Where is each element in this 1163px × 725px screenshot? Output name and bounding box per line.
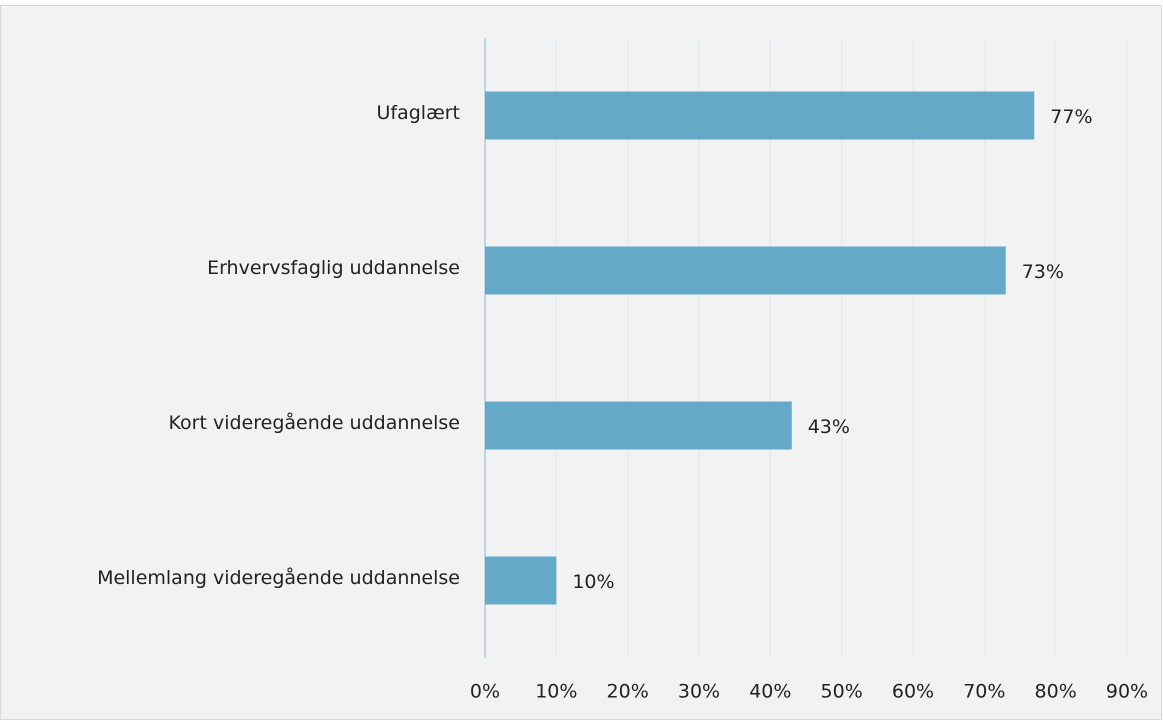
y-tick-label: Kort videregående uddannelse (169, 411, 460, 434)
x-tick-label: 70% (963, 681, 1005, 703)
x-tick-label: 80% (1035, 681, 1077, 703)
bar (485, 91, 1035, 140)
x-tick-label: 60% (892, 681, 934, 703)
data-label: 10% (572, 571, 614, 593)
y-tick-label: Mellemlang videregående uddannelse (97, 566, 460, 589)
data-label: 77% (1050, 106, 1092, 128)
y-tick-label: Ufaglært (377, 102, 461, 124)
x-tick-label: 10% (535, 681, 577, 703)
x-tick-label: 0% (470, 681, 500, 703)
data-label: 73% (1022, 261, 1064, 283)
x-tick-label: 50% (821, 681, 863, 703)
bar (485, 401, 792, 450)
x-tick-label: 40% (749, 681, 791, 703)
x-tick-label: 90% (1106, 681, 1148, 703)
bar (485, 556, 557, 605)
bar (485, 246, 1006, 295)
data-label: 43% (808, 416, 850, 438)
x-tick-label: 20% (607, 681, 649, 703)
x-tick-label: 30% (678, 681, 720, 703)
y-tick-label: Erhvervsfaglig uddannelse (207, 257, 460, 279)
